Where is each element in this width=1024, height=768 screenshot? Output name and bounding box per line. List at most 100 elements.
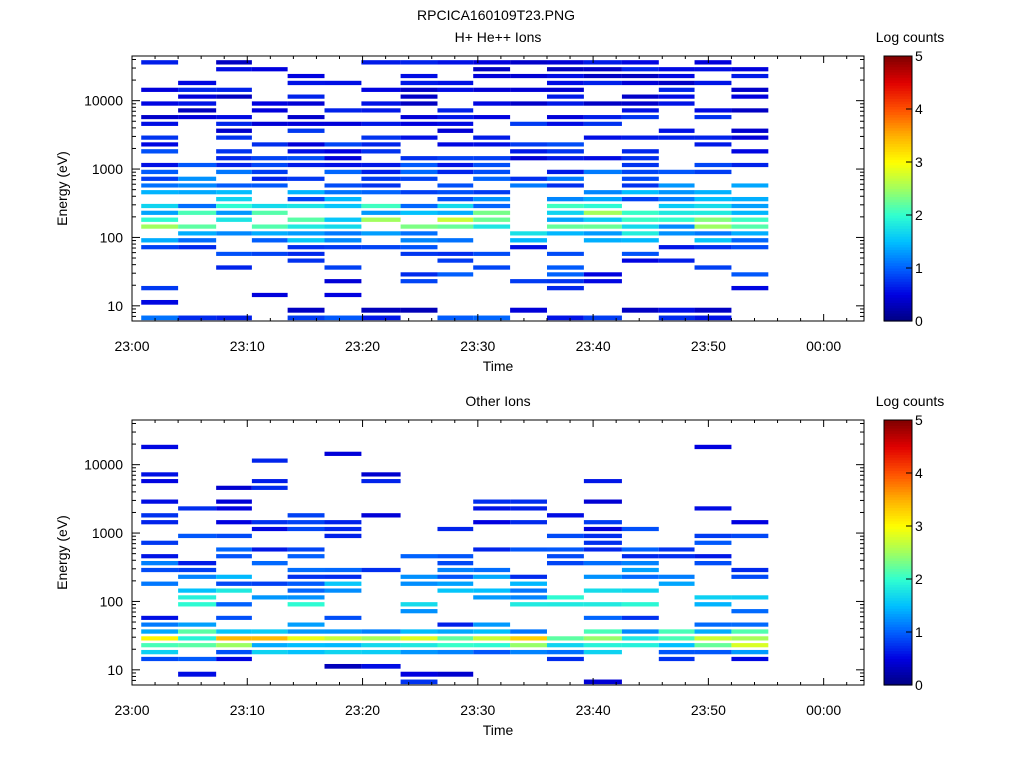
spectrogram-cell xyxy=(251,292,288,298)
spectrogram-cell xyxy=(473,169,511,175)
colorbar-segment xyxy=(884,539,912,543)
spectrogram-cell xyxy=(400,307,438,313)
colorbar-segment xyxy=(884,183,912,187)
spectrogram-cell xyxy=(437,156,474,161)
spectrogram-cell xyxy=(141,479,179,484)
spectrogram-cell xyxy=(510,643,547,648)
spectrogram-cell xyxy=(287,245,325,250)
spectrogram-cell xyxy=(287,636,325,641)
colorbar-segment xyxy=(884,510,912,514)
spectrogram-cell xyxy=(287,602,325,607)
spectrogram-cell xyxy=(694,265,732,270)
spectrogram-cell xyxy=(178,533,217,539)
spectrogram-cell xyxy=(658,101,695,106)
spectrogram-cell xyxy=(287,231,325,236)
spectrogram-cell xyxy=(216,315,252,321)
spectrogram-cell xyxy=(583,101,622,106)
spectrogram-cell xyxy=(216,217,252,222)
colorbar-segment xyxy=(884,124,912,129)
colorbar-segment xyxy=(884,159,912,163)
spectrogram-cell xyxy=(583,238,622,243)
spectrogram-cell xyxy=(324,217,362,222)
spectrogram-cell xyxy=(141,203,179,209)
spectrogram-cell xyxy=(658,581,695,586)
colorbar-segment xyxy=(884,305,912,309)
colorbar-segment xyxy=(884,164,912,168)
spectrogram-cell xyxy=(141,115,179,120)
spectrogram-cell xyxy=(546,560,584,566)
spectrogram-cell xyxy=(178,87,217,92)
spectrogram-cell xyxy=(324,663,362,669)
spectrogram-cell xyxy=(731,149,769,154)
panel-h-he-ions: 23:00 23:10 23:20 23:30 23:40 23:50 00:0010100… xyxy=(54,29,944,374)
spectrogram-cell xyxy=(361,479,401,484)
spectrogram-cell xyxy=(510,279,547,284)
spectrogram-cell xyxy=(546,595,584,600)
spectrogram-cell xyxy=(216,149,252,154)
y-axis-label: Energy (eV) xyxy=(54,515,70,590)
spectrogram-cell xyxy=(216,629,252,634)
colorbar-segment xyxy=(884,541,912,546)
spectrogram-cell xyxy=(546,554,584,559)
spectrogram-cell xyxy=(287,190,325,195)
spectrogram-cell xyxy=(510,60,547,65)
colorbar-segment xyxy=(884,449,912,453)
colorbar-segment xyxy=(884,533,912,538)
spectrogram-cell xyxy=(583,574,622,579)
spectrogram-cell xyxy=(510,602,547,607)
x-tick-label: 23:30 xyxy=(460,338,495,354)
spectrogram-cell xyxy=(583,679,622,685)
colorbar-segment xyxy=(884,71,912,76)
spectrogram-cell xyxy=(658,128,695,133)
spectrogram-cell xyxy=(400,162,438,168)
spectrogram-cell xyxy=(621,307,659,313)
spectrogram-cell xyxy=(400,554,438,559)
spectrogram-cell xyxy=(216,251,252,256)
spectrogram-cell xyxy=(141,190,179,195)
spectrogram-cell xyxy=(437,649,474,655)
spectrogram-cell xyxy=(437,224,474,229)
colorbar-segment xyxy=(884,650,912,654)
colorbar-segment xyxy=(884,302,912,306)
spectrogram-cell xyxy=(510,121,547,126)
spectrogram-cell xyxy=(400,609,438,614)
spectrogram-cell xyxy=(658,224,695,229)
spectrogram-cell xyxy=(216,67,252,72)
colorbar-segment xyxy=(884,191,912,195)
colorbar-segment xyxy=(884,270,912,274)
spectrogram-cell xyxy=(658,649,695,655)
spectrogram-cell xyxy=(694,210,732,215)
x-tick-label: 23:40 xyxy=(576,338,611,354)
spectrogram-cell xyxy=(437,560,474,566)
spectrogram-cell xyxy=(216,547,252,552)
spectrogram-cell xyxy=(141,513,179,518)
colorbar-segment xyxy=(884,520,912,524)
spectrogram-cell xyxy=(178,238,217,243)
colorbar-segment xyxy=(884,95,912,99)
spectrogram-cell xyxy=(437,671,474,677)
colorbar-segment xyxy=(884,151,912,155)
spectrogram-cell xyxy=(694,636,732,641)
colorbar-segment xyxy=(884,228,912,232)
spectrogram-cell xyxy=(658,245,695,250)
spectrogram-cell xyxy=(251,183,288,188)
colorbar: 0 1 2 3 4 5 Log counts xyxy=(876,393,945,693)
spectrogram-cell xyxy=(621,73,659,79)
spectrogram-cell xyxy=(621,149,659,154)
spectrogram-cell xyxy=(546,176,584,181)
x-tick-label: 23:00 xyxy=(114,338,149,354)
spectrogram-cell xyxy=(287,622,325,627)
spectrogram-cell xyxy=(731,231,769,236)
colorbar-segment xyxy=(884,291,912,296)
spectrogram-cell xyxy=(141,101,179,106)
spectrogram-cell xyxy=(437,121,474,126)
spectrogram-cell xyxy=(583,629,622,634)
spectrogram-cell xyxy=(216,656,252,662)
colorbar-segment xyxy=(884,658,912,662)
spectrogram-cell xyxy=(546,279,584,284)
spectrogram-cell xyxy=(694,540,732,545)
spectrogram-cell xyxy=(583,224,622,229)
spectrogram-cell xyxy=(583,121,622,126)
spectrogram-cell xyxy=(251,142,288,147)
colorbar-segment xyxy=(884,555,912,559)
